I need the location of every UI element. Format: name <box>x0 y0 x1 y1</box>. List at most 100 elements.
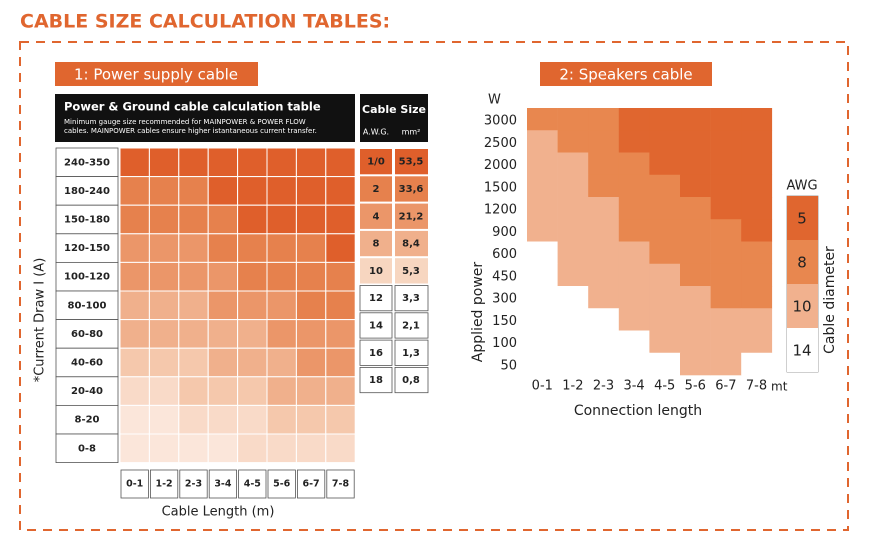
column-label-box <box>149 469 179 499</box>
grid-cell <box>237 404 268 435</box>
grid-cell <box>649 108 681 131</box>
grid-cell <box>295 233 327 263</box>
grid-cell <box>710 286 742 309</box>
grid-cell <box>266 433 297 464</box>
grid-cell <box>741 241 773 265</box>
grid-cell <box>680 263 711 287</box>
column-label: 4-5 <box>244 479 261 490</box>
grid-cell <box>527 286 558 309</box>
row-label: 3000 <box>484 114 517 129</box>
axis-label: Applied power <box>470 262 486 363</box>
grid-cell <box>119 433 150 464</box>
size-mm2: 2,1 <box>402 320 420 331</box>
grid-cell <box>207 261 239 292</box>
length-unit: mt <box>771 380 788 394</box>
grid-cell <box>527 108 558 131</box>
row-label: 2500 <box>484 136 517 151</box>
section-label-box <box>540 62 712 86</box>
grid-cell <box>710 219 742 242</box>
page-title: CABLE SIZE CALCULATION TABLES: <box>20 11 390 33</box>
grid-cell <box>527 219 558 242</box>
axis-label: *Current Draw I (A) <box>33 258 48 383</box>
row-label: 150 <box>492 314 517 329</box>
grid-cell <box>649 197 681 220</box>
row-label: 240-350 <box>64 157 110 168</box>
grid-cell <box>207 290 239 321</box>
size-mm2: 21,2 <box>399 211 424 222</box>
grid-cell <box>618 197 650 220</box>
column-label: 2-3 <box>593 379 614 394</box>
header-title: Power & Ground cable calculation table <box>64 100 321 114</box>
grid-cell <box>237 290 268 321</box>
grid-cell <box>119 233 150 263</box>
grid-cell <box>325 404 356 435</box>
legend-swatch <box>787 240 818 284</box>
legend-swatch <box>787 196 818 240</box>
size-awg: 2 <box>373 184 380 195</box>
grid-cell <box>237 347 268 378</box>
grid-cell <box>325 376 356 406</box>
size-awg-box <box>360 258 392 284</box>
grid-cell <box>588 130 620 153</box>
grid-cell <box>588 263 620 287</box>
grid-cell <box>649 263 681 287</box>
grid-cell <box>295 319 327 349</box>
grid-cell <box>710 241 742 265</box>
grid-cell <box>527 174 558 198</box>
column-label-box <box>120 469 149 499</box>
grid-cell <box>148 347 180 378</box>
grid-cell <box>710 152 742 176</box>
grid-cell <box>741 197 773 220</box>
grid-cell <box>710 263 742 287</box>
grid-cell <box>741 219 773 242</box>
grid-cell <box>710 308 742 331</box>
column-label-box <box>296 469 326 499</box>
grid-cell <box>119 261 150 292</box>
size-mm-box <box>394 339 429 366</box>
size-mm-box <box>395 230 428 257</box>
grid-cell <box>325 176 356 206</box>
grid-cell <box>527 330 558 354</box>
size-header-box <box>360 94 428 142</box>
grid-cell <box>618 330 650 354</box>
column-label: 3-4 <box>623 379 644 394</box>
legend-swatch <box>787 284 818 328</box>
grid-cell <box>557 263 589 287</box>
grid-cell <box>680 219 711 242</box>
row-label: 80-100 <box>68 300 107 311</box>
size-awg: 14 <box>369 320 383 331</box>
size-mm-box <box>395 149 428 175</box>
grid-cell <box>557 108 589 131</box>
grid-cell <box>148 290 180 321</box>
grid-cell <box>178 261 209 292</box>
grid-cell <box>325 347 356 378</box>
grid-cell <box>207 347 239 378</box>
grid-cell <box>588 197 620 220</box>
grid-cell <box>295 433 327 464</box>
grid-cell <box>178 233 209 263</box>
column-label: 6-7 <box>303 479 320 490</box>
grid-cell <box>741 308 773 331</box>
row-label: 1200 <box>484 203 517 218</box>
legend-swatch <box>787 328 818 372</box>
grid-cell <box>680 174 711 198</box>
grid-cell <box>178 204 209 235</box>
grid-cell <box>588 308 620 331</box>
row-label-box <box>55 319 119 349</box>
grid-cell <box>680 130 711 153</box>
grid-cell <box>178 376 209 406</box>
grid-cell <box>148 319 180 349</box>
row-label: 180-240 <box>64 186 110 197</box>
grid-cell <box>325 290 356 321</box>
awg-header: A.W.G. <box>363 128 389 137</box>
grid-cell <box>588 152 620 176</box>
grid-cell <box>295 176 327 206</box>
grid-cell <box>266 376 297 406</box>
column-label: 7-8 <box>332 479 350 490</box>
legend-label: 10 <box>792 298 811 316</box>
size-awg-box <box>360 230 392 257</box>
row-label-box <box>55 261 119 292</box>
column-label: 4-5 <box>654 379 675 394</box>
size-awg: 12 <box>369 293 383 304</box>
column-label: 7-8 <box>746 379 767 394</box>
